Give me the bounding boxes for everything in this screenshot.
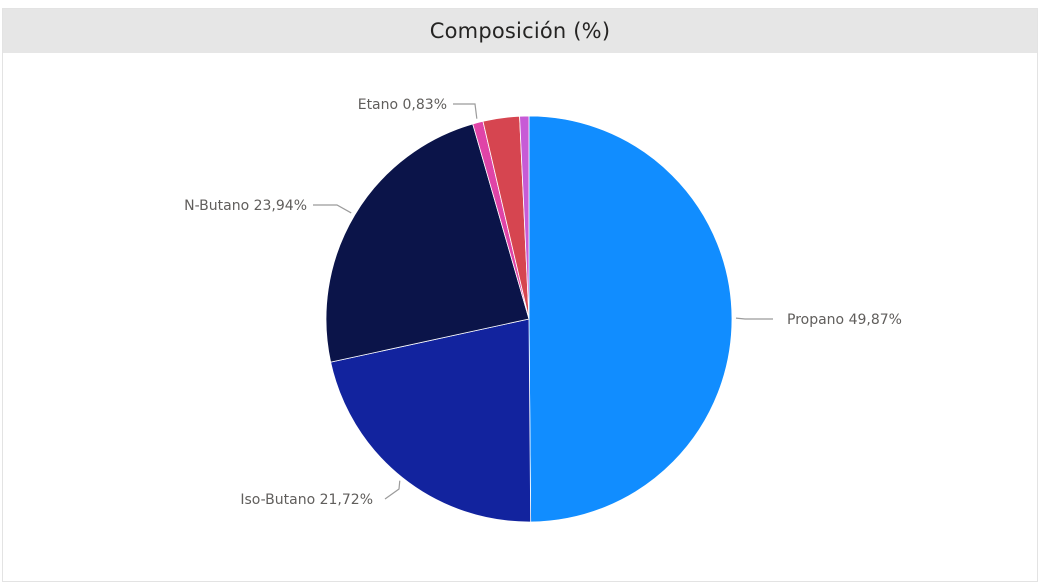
pie-slice-iso-butano[interactable]: [330, 318, 532, 523]
leader-line-propano: [735, 317, 773, 320]
pie-slice-n-butano[interactable]: [325, 123, 530, 363]
pie-slice-unlabeled-5[interactable]: [519, 115, 530, 320]
chart-title: Composición (%): [429, 19, 611, 43]
pie-slice-propano[interactable]: [528, 115, 733, 523]
data-label-propano: Propano 49,87%: [787, 312, 902, 328]
chart-title-bar: Composición (%): [3, 9, 1037, 53]
leader-line-n-butano: [313, 204, 352, 214]
data-label-etano: Etano 0,83%: [358, 97, 447, 113]
leader-line-etano: [453, 103, 478, 119]
pie-chart[interactable]: Propano 49,87% Iso-Butano 21,72% N-Butano …: [3, 9, 1039, 583]
data-label-iso-butano: Iso-Butano 21,72%: [240, 492, 373, 508]
chart-visual[interactable]: Composición (%) Propano 49,87% Iso-Butano…: [2, 8, 1038, 582]
data-label-n-butano: N-Butano 23,94%: [184, 198, 307, 214]
leader-line-iso-butano: [384, 480, 401, 500]
